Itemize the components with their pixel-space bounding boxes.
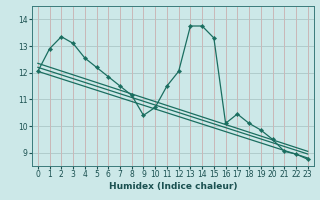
X-axis label: Humidex (Indice chaleur): Humidex (Indice chaleur) — [108, 182, 237, 191]
